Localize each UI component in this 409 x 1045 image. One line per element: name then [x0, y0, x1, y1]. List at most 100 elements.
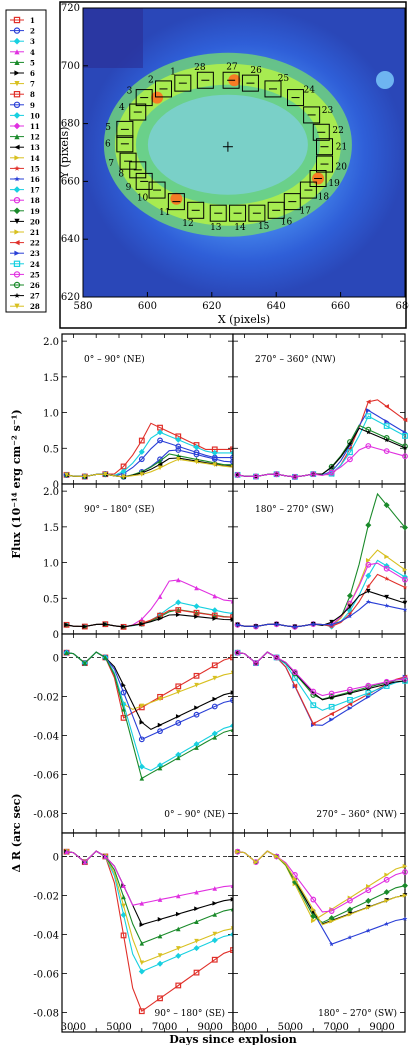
legend-marker	[13, 16, 21, 24]
legend-label: 18	[30, 196, 40, 205]
series-point-region-28	[212, 462, 218, 468]
series-point-region-25	[383, 678, 390, 685]
x-axis-label: X (pixels)	[218, 313, 270, 326]
series-point-region-27	[235, 472, 240, 477]
series-point-region-9	[138, 736, 145, 743]
series-point-region-21	[402, 567, 408, 573]
series-point-region-16	[402, 916, 408, 921]
series-point-region-6	[212, 696, 218, 702]
series-point-region-3	[175, 599, 182, 606]
series-point-region-6	[121, 624, 126, 630]
y-tick-label: 620	[61, 292, 80, 303]
region-box	[116, 120, 134, 138]
series-point-region-4	[212, 593, 218, 599]
series-point-region-7	[157, 696, 163, 702]
region-label: 24	[304, 85, 316, 95]
x-tick-label: 580	[73, 301, 92, 312]
series-point-region-18	[402, 576, 408, 583]
series-point-region-19	[383, 502, 390, 509]
series-point-region-7	[121, 903, 126, 909]
legend-label: 17	[30, 186, 40, 195]
series-point-region-19	[365, 522, 372, 529]
y-tick-label: 0	[53, 630, 59, 641]
series-line-region-12	[66, 651, 234, 780]
region-label: 25	[278, 74, 290, 84]
region-box	[299, 181, 317, 199]
y-tick-label: -0.06	[33, 770, 59, 781]
dr-y-axis-label: Δ R (arc sec)	[10, 793, 23, 872]
series-point-region-9	[138, 456, 145, 463]
series-point-region-14	[384, 872, 389, 878]
series-point-region-7	[175, 689, 181, 695]
flux-panels: 0 0.5 1.0 1.5 2.0 0° – 90° (NE) 270° – 360° (N…	[10, 333, 409, 641]
region-label: 15	[258, 222, 270, 232]
flux-y-axis-label: Flux (10⁻¹⁴ erg cm⁻² s⁻¹)	[10, 409, 23, 558]
region-label: 4	[119, 103, 125, 113]
series-point-region-3	[120, 911, 127, 918]
series-point-region-6	[194, 906, 199, 911]
legend-marker	[14, 229, 20, 235]
y-tick-label: 0	[53, 653, 59, 664]
legend-marker	[14, 144, 20, 150]
region-box	[241, 74, 259, 92]
series-point-region-6	[82, 624, 88, 629]
series-line-region-28	[66, 458, 234, 478]
series-point-region-6	[157, 722, 163, 728]
region-label: 12	[182, 219, 193, 229]
legend-marker	[14, 134, 20, 140]
x-tick-label: 660	[331, 301, 350, 312]
legend-label: 7	[30, 80, 35, 89]
series-point-region-15	[365, 583, 371, 589]
series-point-region-8	[138, 1008, 145, 1015]
image-corner-dark	[83, 8, 143, 68]
series-point-region-27	[402, 445, 408, 450]
series-point-region-27	[329, 695, 334, 700]
y-tick-label: 1.0	[43, 409, 59, 420]
region-box	[187, 201, 205, 219]
series-point-region-6	[175, 714, 181, 719]
series-point-region-21	[329, 918, 334, 924]
series-point-region-5	[194, 919, 199, 924]
series-point-region-3	[193, 603, 200, 610]
y-tick-label: -0.08	[33, 1008, 59, 1019]
series-point-region-6	[139, 719, 145, 725]
series-point-region-14	[310, 918, 316, 924]
region-box	[229, 204, 247, 222]
series-point-region-15	[384, 576, 390, 581]
series-point-region-5	[139, 941, 145, 946]
series-point-region-6	[103, 621, 108, 627]
series-point-region-8	[193, 969, 200, 976]
series-point-region-19	[401, 882, 409, 889]
series-point-region-28	[103, 471, 108, 477]
legend-marker	[13, 271, 21, 278]
series-point-region-12	[82, 660, 88, 666]
legend-marker	[14, 218, 20, 224]
legend-marker	[14, 81, 20, 87]
y-tick-label: 680	[61, 119, 80, 130]
y-tick-label: 1.5	[43, 523, 59, 534]
series-point-region-23	[384, 419, 389, 424]
series-point-region-1	[211, 662, 218, 669]
series-point-region-20	[347, 604, 353, 610]
region-box	[167, 193, 185, 211]
series-point-region-7	[139, 960, 145, 966]
series-point-region-28	[82, 474, 88, 479]
y-tick-label: -0.06	[33, 969, 59, 980]
series-point-region-5	[121, 894, 126, 900]
series-point-region-22	[384, 404, 389, 409]
dr-panel-ne: 0 -0.02 -0.04 -0.06 -0.08 0° – 90° (NE)	[33, 633, 237, 834]
series-point-region-21	[292, 876, 298, 882]
series-point-region-16	[235, 622, 240, 627]
series-point-region-4	[175, 893, 181, 899]
hotspot	[170, 192, 183, 205]
y-tick-label: 0.5	[43, 444, 59, 455]
series-point-region-16	[347, 613, 353, 619]
panel-label: 180° – 270° (SW)	[318, 1008, 397, 1019]
x-tick-label: 640	[267, 301, 286, 312]
series-point-region-10	[120, 468, 127, 475]
x-tick-label: 7000	[152, 1022, 177, 1033]
series-point-region-10	[138, 448, 145, 455]
series-point-region-5	[157, 933, 163, 939]
x-tick-label: 9000	[369, 1022, 394, 1033]
